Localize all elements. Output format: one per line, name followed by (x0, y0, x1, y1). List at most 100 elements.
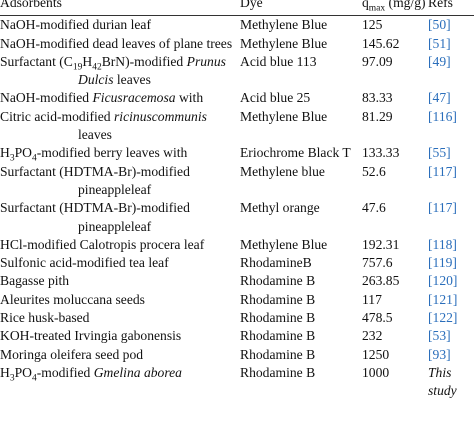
table-cell: NaOH-modified dead leaves of plane trees (0, 35, 240, 53)
table-cell: 81.29 (362, 108, 428, 145)
table-cell: RhodamineB (240, 254, 362, 272)
ref-text: [53] (428, 328, 451, 344)
dye-text: Methylene Blue (240, 35, 328, 51)
text-run: 4 (31, 154, 37, 165)
table-row: Surfactant (C19H42BrN)-modified Prunus D… (0, 53, 474, 90)
ref-text: [93] (428, 346, 451, 362)
text-run: 4 (31, 373, 37, 384)
table-cell: KOH-treated Irvingia gabonensis (0, 327, 240, 345)
adsorbent-text: Surfactant (HDTMA-Br)-modified pineapple… (0, 163, 190, 197)
header-row: Adsorbents Dye qmax (mg/g) Refs (0, 0, 474, 17)
qmax-text: 478.5 (362, 310, 393, 326)
table-row: HCl-modified Calotropis procera leaf Meth… (0, 236, 474, 254)
text-run: (mg/g) (385, 0, 426, 10)
qmax-text: 133.33 (362, 145, 400, 161)
ref-text: [47] (428, 90, 451, 106)
table-header: Adsorbents Dye qmax (mg/g) Refs (0, 0, 474, 17)
adsorbent-text: Citric acid-modified ricinuscommunis lea… (0, 108, 240, 145)
table-cell: [119] (428, 254, 474, 272)
text-run: BrN)-modified (101, 53, 187, 69)
adsorbent-text: Aleurites moluccana seeds (0, 291, 145, 307)
adsorbent-text: NaOH-modified Ficusracemosa with (0, 89, 240, 107)
table-cell: 83.33 (362, 89, 428, 107)
table-cell: Rhodamine B (240, 291, 362, 309)
ref-text: [117] (428, 200, 457, 216)
table-cell: Rhodamine B (240, 272, 362, 290)
table-cell: Rhodamine B (240, 327, 362, 345)
table-cell: Methyl orange (240, 199, 362, 236)
table-cell: H3PO4-modified berry leaves with (0, 144, 240, 165)
qmax-text: 47.6 (362, 200, 386, 216)
table-cell: Eriochrome Black T (240, 144, 362, 162)
table-row: KOH-treated Irvingia gabonensis Rhodamine… (0, 327, 474, 345)
dye-text: Acid blue 25 (240, 90, 311, 106)
table-cell: [117] (428, 199, 474, 236)
table-row: NaOH-modified dead leaves of plane trees… (0, 35, 474, 53)
adsorbent-text: NaOH-modified durian leaf (0, 17, 151, 33)
table-cell: 133.33 (362, 144, 428, 162)
table-cell: [55] (428, 144, 474, 162)
adsorbent-text: Surfactant (C19H42BrN)-modified Prunus D… (0, 53, 240, 90)
text-run: leaves (113, 72, 151, 88)
adsorbent-text: Surfactant (HDTMA-Br)-modified pineapple… (0, 200, 190, 234)
table-cell: NaOH-modified Ficusracemosa with (0, 89, 240, 107)
text-run: with (175, 90, 204, 106)
table-row: Surfactant (HDTMA-Br)-modified pineapple… (0, 163, 474, 200)
qmax-text: 83.33 (362, 90, 393, 106)
table-cell: 52.6 (362, 163, 428, 200)
text-run: This study (428, 364, 457, 399)
table-cell: Acid blue 113 (240, 53, 362, 90)
header-cell: Dye (240, 0, 362, 17)
table-cell: 117 (362, 291, 428, 309)
dye-text: Eriochrome Black T (240, 145, 351, 161)
table-row: Moringa oleifera seed pod Rhodamine B 1250… (0, 346, 474, 364)
table-cell: This study (428, 364, 474, 401)
text-run: H (0, 364, 10, 380)
table-cell: Methylene blue (240, 163, 362, 200)
table-cell: Sulfonic acid-modified tea leaf (0, 254, 240, 272)
dye-text: Rhodamine B (240, 291, 316, 307)
table-cell: Bagasse pith (0, 272, 240, 290)
header-cell: Adsorbents (0, 0, 240, 17)
table-cell: 478.5 (362, 309, 428, 327)
table-cell: Methylene Blue (240, 236, 362, 254)
qmax-text: 81.29 (362, 108, 393, 124)
table-cell: Rhodamine B (240, 364, 362, 401)
dye-text: RhodamineB (240, 255, 312, 271)
table-cell: [53] (428, 327, 474, 345)
text-run: NaOH-modified (0, 90, 93, 106)
qmax-text: 1000 (362, 364, 390, 380)
qmax-text: 263.85 (362, 273, 400, 289)
dye-text: Rhodamine B (240, 364, 316, 380)
table-cell: HCl-modified Calotropis procera leaf (0, 236, 240, 254)
table-row: H3PO4-modified Gmelina aborea Rhodamine B… (0, 364, 474, 401)
text-run: PO (14, 145, 32, 161)
text-run: Citric acid-modified (0, 108, 115, 124)
text-run: Prunus Dulcis (78, 53, 226, 88)
table-cell: 192.31 (362, 236, 428, 254)
adsorbent-text: Moringa oleifera seed pod (0, 346, 144, 362)
text-run: H (82, 53, 93, 69)
text-run: 3 (9, 154, 15, 165)
text-run: leaves (78, 127, 112, 143)
dye-text: Methylene Blue (240, 17, 328, 33)
header-ref: Refs (428, 0, 453, 10)
table-row: Bagasse pith Rhodamine B 263.85 [120] (0, 272, 474, 290)
qmax-text: 192.31 (362, 236, 400, 252)
qmax-text: 145.62 (362, 35, 400, 51)
table-cell: Surfactant (HDTMA-Br)-modified pineapple… (0, 199, 240, 236)
ref-text: [50] (428, 17, 451, 33)
text-run: 42 (92, 62, 102, 73)
text-run: max (368, 3, 386, 14)
adsorbent-text: H3PO4-modified Gmelina aborea (0, 364, 240, 384)
table-row: Surfactant (HDTMA-Br)-modified pineapple… (0, 199, 474, 236)
table-cell: Rhodamine B (240, 346, 362, 364)
table-cell: Methylene Blue (240, 35, 362, 53)
table-cell: Rhodamine B (240, 309, 362, 327)
header-dye: Dye (240, 0, 263, 10)
table-cell: [116] (428, 108, 474, 145)
adsorbent-text: H3PO4-modified berry leaves with (0, 144, 240, 165)
adsorbent-text: Rice husk-based (0, 310, 90, 326)
table-cell: Citric acid-modified ricinuscommunis lea… (0, 108, 240, 145)
text-run: Ficusracemosa (92, 90, 176, 106)
